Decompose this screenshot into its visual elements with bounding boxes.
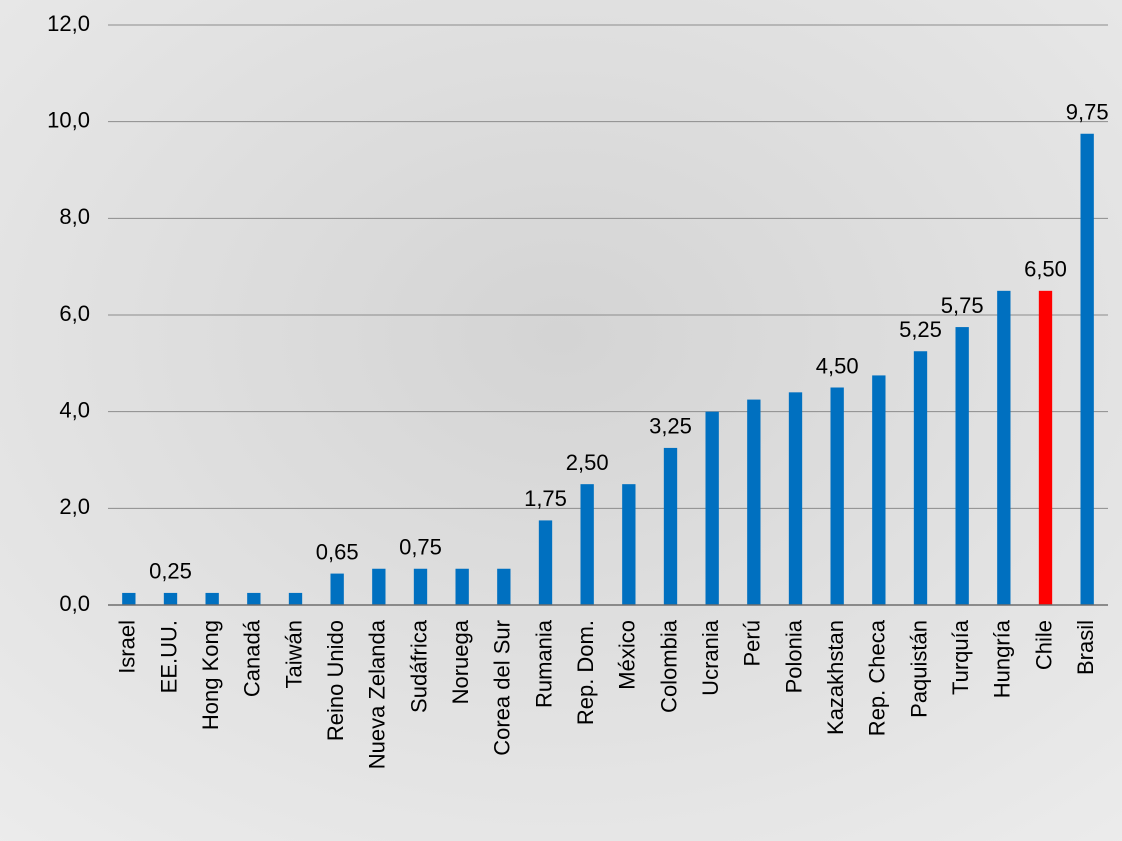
x-tick-label: Sudáfrica bbox=[406, 619, 431, 713]
bar bbox=[163, 592, 178, 605]
x-tick-label: Noruega bbox=[448, 619, 473, 704]
bar bbox=[1038, 290, 1053, 605]
x-tick-label: Polonia bbox=[781, 619, 806, 693]
data-label: 4,50 bbox=[816, 353, 859, 378]
x-tick-label: Hong Kong bbox=[198, 620, 223, 730]
data-label: 5,75 bbox=[941, 293, 984, 318]
data-label: 2,50 bbox=[566, 450, 609, 475]
data-label: 1,75 bbox=[524, 486, 567, 511]
x-tick-label: Rep. Checa bbox=[865, 619, 890, 736]
x-tick-label: Chile bbox=[1031, 620, 1056, 670]
bar bbox=[372, 568, 386, 605]
bar bbox=[955, 327, 969, 605]
bar bbox=[1080, 133, 1094, 605]
data-label: 6,50 bbox=[1024, 257, 1067, 282]
x-tick-label: Corea del Sur bbox=[490, 620, 515, 756]
y-tick-label: 4,0 bbox=[59, 397, 90, 422]
y-tick-label: 2,0 bbox=[59, 494, 90, 519]
bar bbox=[413, 568, 428, 605]
x-tick-label: Reino Unido bbox=[323, 620, 348, 741]
bar bbox=[663, 447, 678, 605]
x-tick-label: Hungría bbox=[990, 619, 1015, 698]
bar bbox=[747, 399, 761, 605]
bar bbox=[705, 411, 719, 605]
data-label: 9,75 bbox=[1066, 100, 1109, 125]
bar bbox=[497, 568, 511, 605]
x-tick-label: Turquía bbox=[948, 619, 973, 695]
x-tick-label: Colombia bbox=[656, 619, 681, 713]
bar bbox=[913, 351, 928, 605]
bar bbox=[788, 392, 803, 605]
data-label: 0,75 bbox=[399, 535, 442, 560]
x-tick-label: Nueva Zelanda bbox=[365, 619, 390, 769]
x-tick-label: Taiwán bbox=[281, 620, 306, 688]
x-tick-label: México bbox=[615, 620, 640, 690]
data-label: 0,25 bbox=[149, 559, 192, 584]
bar bbox=[830, 387, 844, 605]
bar bbox=[455, 568, 469, 605]
x-tick-label: Ucrania bbox=[698, 619, 723, 696]
x-tick-label: EE.UU. bbox=[156, 620, 181, 693]
x-tick-label: Paquistán bbox=[906, 620, 931, 718]
x-tick-label: Kazakhstan bbox=[823, 620, 848, 735]
bar bbox=[997, 290, 1011, 605]
bar bbox=[247, 592, 261, 605]
bar bbox=[580, 484, 594, 605]
bar bbox=[622, 484, 636, 605]
y-tick-label: 12,0 bbox=[47, 11, 90, 36]
data-label: 0,65 bbox=[316, 539, 359, 564]
x-tick-label: Rumania bbox=[531, 619, 556, 708]
x-tick-label: Canadá bbox=[240, 619, 265, 697]
bar bbox=[122, 592, 136, 605]
bar bbox=[872, 375, 886, 605]
x-tick-label: Israel bbox=[115, 620, 140, 674]
x-tick-label: Perú bbox=[740, 620, 765, 666]
y-tick-label: 6,0 bbox=[59, 301, 90, 326]
y-tick-label: 10,0 bbox=[47, 107, 90, 132]
y-tick-label: 0,0 bbox=[59, 591, 90, 616]
data-label: 3,25 bbox=[649, 414, 692, 439]
x-tick-label: Rep. Dom. bbox=[573, 620, 598, 725]
x-tick-label: Brasil bbox=[1073, 620, 1098, 675]
bar bbox=[205, 592, 219, 605]
data-label: 5,25 bbox=[899, 317, 942, 342]
bar bbox=[330, 573, 344, 605]
bar bbox=[288, 592, 303, 605]
y-tick-label: 8,0 bbox=[59, 204, 90, 229]
bar bbox=[538, 520, 553, 605]
